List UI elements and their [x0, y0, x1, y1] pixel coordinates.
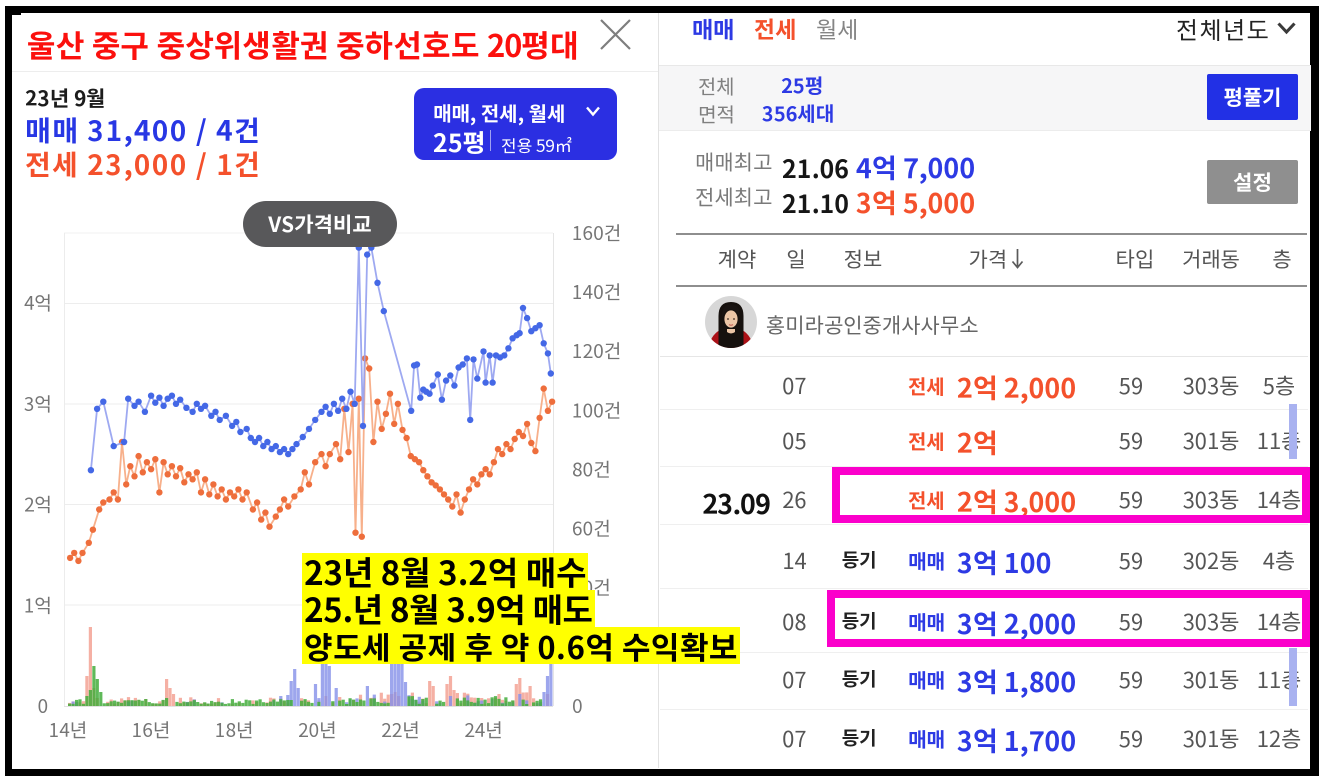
svg-text:14년: 14년	[49, 716, 88, 743]
svg-text:2억: 2억	[24, 491, 52, 518]
svg-text:4억: 4억	[24, 289, 52, 316]
svg-text:160건: 160건	[572, 219, 621, 246]
svg-text:100건: 100건	[572, 396, 621, 423]
svg-text:16년: 16년	[132, 716, 171, 743]
svg-text:20년: 20년	[298, 716, 337, 743]
svg-text:18년: 18년	[215, 716, 254, 743]
svg-text:60건: 60건	[572, 515, 611, 542]
svg-text:80건: 80건	[572, 455, 611, 482]
svg-text:0: 0	[572, 692, 583, 719]
svg-text:140건: 140건	[572, 278, 621, 305]
svg-text:22년: 22년	[381, 716, 420, 743]
svg-text:3억: 3억	[24, 390, 52, 417]
svg-text:0: 0	[37, 692, 48, 719]
svg-text:24년: 24년	[464, 716, 503, 743]
svg-text:120건: 120건	[572, 337, 621, 364]
svg-text:1억: 1억	[24, 591, 52, 618]
